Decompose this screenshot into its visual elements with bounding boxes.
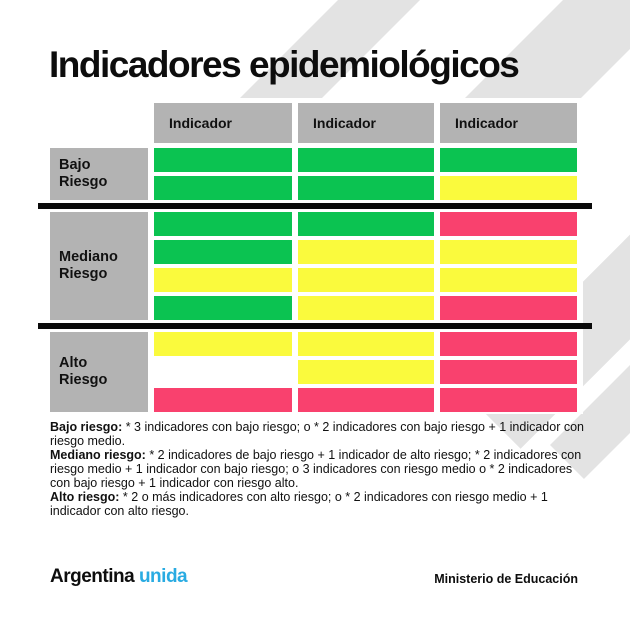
row-group-label: Mediano Riesgo — [50, 212, 148, 320]
risk-cell — [440, 268, 577, 292]
column-header: Indicador — [440, 103, 577, 143]
risk-cell — [440, 296, 577, 320]
legend-item: Bajo riesgo: * 3 indicadores con bajo ri… — [50, 420, 590, 448]
risk-cell — [154, 332, 292, 356]
risk-cell — [298, 148, 434, 172]
risk-section: Bajo Riesgo — [50, 148, 577, 200]
risk-cell — [440, 212, 577, 236]
risk-cell — [440, 176, 577, 200]
risk-cell — [154, 176, 292, 200]
section-divider — [38, 203, 592, 209]
risk-cell — [154, 296, 292, 320]
risk-cell — [154, 148, 292, 172]
risk-cell — [298, 296, 434, 320]
risk-cell — [154, 388, 292, 412]
risk-cell — [154, 268, 292, 292]
legend-term: Mediano riesgo: — [50, 448, 146, 462]
table-header: Indicador Indicador Indicador — [50, 103, 577, 143]
row-group-label: Bajo Riesgo — [50, 148, 148, 200]
row-group-label: Alto Riesgo — [50, 332, 148, 412]
risk-cell — [440, 360, 577, 384]
risk-table: Indicador Indicador Indicador Bajo Riesg… — [38, 103, 592, 412]
legend-text: * 2 indicadores de bajo riesgo + 1 indic… — [50, 448, 582, 490]
ministry-label: Ministerio de Educación — [434, 572, 578, 586]
risk-cell — [298, 176, 434, 200]
risk-cell — [298, 332, 434, 356]
column-header: Indicador — [298, 103, 434, 143]
risk-cell — [440, 332, 577, 356]
risk-cell — [298, 360, 434, 384]
risk-cell — [154, 212, 292, 236]
legend-item: Alto riesgo: * 2 o más indicadores con a… — [50, 490, 590, 518]
legend: Bajo riesgo: * 3 indicadores con bajo ri… — [50, 420, 590, 518]
risk-cell — [154, 240, 292, 264]
brand-unida: unida — [138, 566, 188, 587]
legend-term: Alto riesgo: — [50, 490, 120, 504]
risk-cell — [440, 388, 577, 412]
risk-cell — [298, 268, 434, 292]
risk-cell — [298, 240, 434, 264]
risk-section: Mediano Riesgo — [50, 212, 577, 320]
legend-text: * 2 o más indicadores con alto riesgo; o… — [50, 490, 548, 518]
risk-cell — [298, 212, 434, 236]
risk-cell — [154, 360, 292, 384]
risk-cell — [298, 388, 434, 412]
risk-section: Alto Riesgo — [50, 332, 577, 412]
risk-cell — [440, 148, 577, 172]
legend-text: * 3 indicadores con bajo riesgo; o * 2 i… — [50, 420, 584, 448]
risk-cell — [440, 240, 577, 264]
legend-term: Bajo riesgo: — [50, 420, 123, 434]
brand-logo: Argentina unida — [50, 566, 188, 588]
legend-item: Mediano riesgo: * 2 indicadores de bajo … — [50, 448, 590, 490]
page-title: Indicadores epidemiológicos — [49, 44, 520, 85]
column-header: Indicador — [154, 103, 292, 143]
table-body: Bajo Riesgo Mediano Riesgo Alto Riesgo — [38, 148, 592, 412]
section-divider — [38, 323, 592, 329]
brand-argentina: Argentina — [50, 566, 139, 587]
